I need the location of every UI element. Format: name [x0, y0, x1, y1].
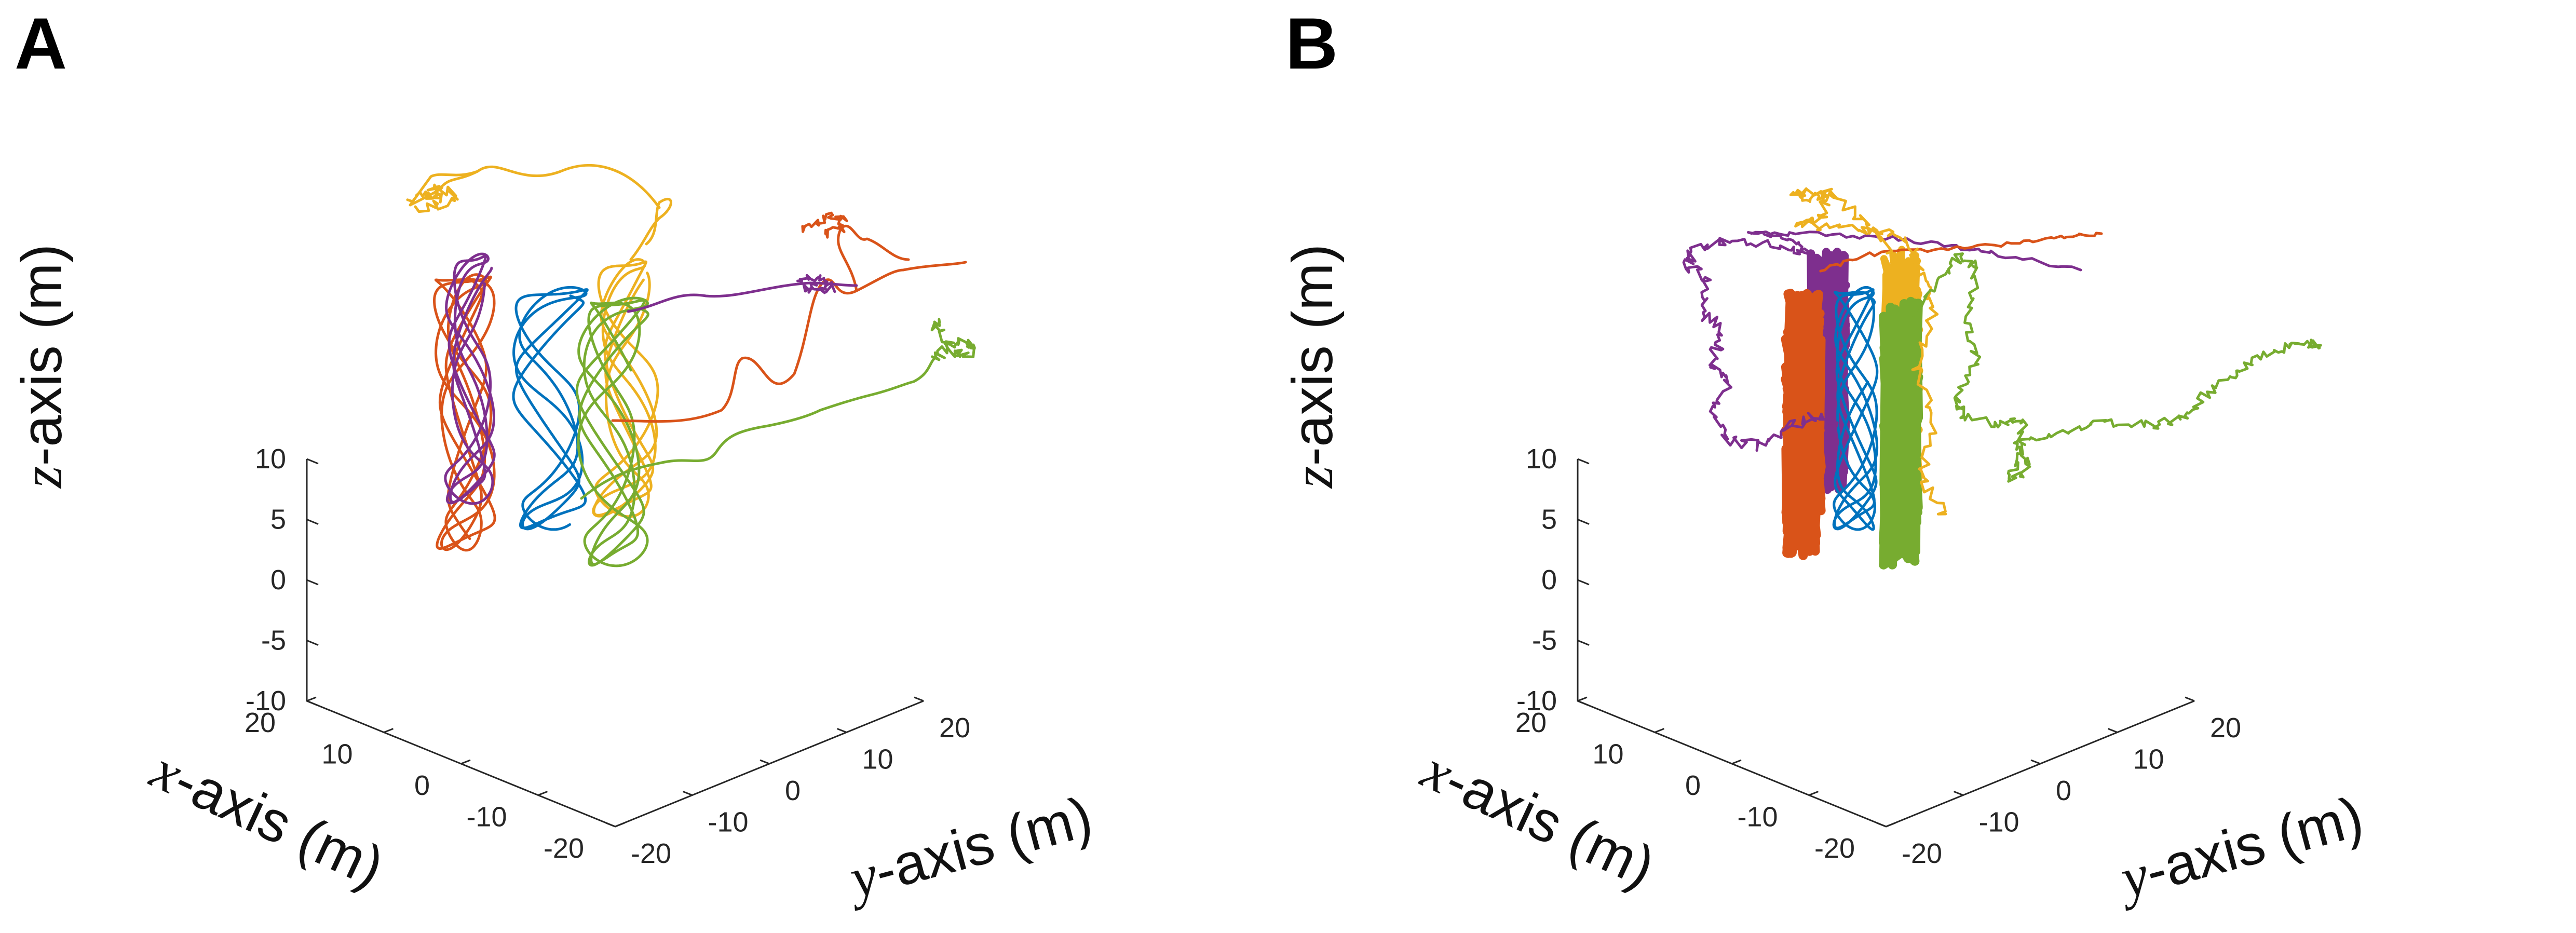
series-green-escape	[580, 357, 936, 500]
z-tick	[306, 700, 319, 707]
y-tick	[1953, 791, 1964, 796]
series-green-column	[1879, 296, 1923, 570]
series-yellow	[592, 258, 659, 518]
series-orange-blob	[801, 211, 848, 239]
z-axis-label: z-axis (m)	[10, 244, 74, 490]
y-tick-label: -20	[631, 838, 671, 869]
z-tick	[1577, 519, 1590, 525]
series-yellow-blob	[406, 183, 459, 213]
series-green-escape	[1911, 252, 2322, 483]
x-tick	[460, 759, 471, 765]
series-yellow-escape	[409, 164, 672, 261]
z-tick	[306, 519, 319, 525]
x-tick-label: -20	[1814, 833, 1855, 864]
trajectories	[1682, 187, 2322, 570]
y-tick-label: 0	[785, 775, 801, 806]
series-blue	[512, 286, 589, 531]
z-tick	[1577, 579, 1590, 586]
y-tick	[682, 791, 693, 796]
series-purple-blob	[796, 274, 836, 294]
series-orange-escape	[611, 224, 967, 423]
y-tick	[2185, 696, 2195, 702]
y-tick-label: 20	[2210, 712, 2241, 743]
y-tick-label: -10	[708, 807, 749, 838]
y-tick-label: 0	[2056, 775, 2071, 806]
z-tick	[306, 579, 319, 586]
panel-label: B	[1285, 3, 1338, 84]
z-tick-label: -10	[1516, 685, 1557, 716]
y-tick-label: -20	[1902, 838, 1942, 869]
x-tick	[615, 822, 625, 828]
y-tick	[914, 696, 924, 702]
x-tick	[537, 791, 548, 796]
x-tick-label: 0	[1685, 770, 1701, 801]
trajectories	[406, 164, 976, 567]
x-tick-label: -10	[1737, 802, 1778, 833]
z-axis-label: z-axis (m)	[1281, 244, 1345, 490]
y-axis-label: y-axis (m)	[2109, 785, 2370, 912]
series-yellow-escape	[1789, 187, 1947, 516]
y-tick-label: 10	[862, 744, 893, 775]
z-tick	[306, 640, 319, 646]
x-tick-label: 20	[245, 707, 276, 738]
x-tick	[1808, 791, 1819, 796]
x-tick	[1731, 759, 1742, 765]
series-green-blob	[930, 318, 976, 361]
x-tick	[383, 728, 394, 733]
x-tick-label: -10	[466, 802, 507, 833]
x-tick	[1886, 822, 1896, 828]
z-tick-label: -5	[1532, 625, 1557, 656]
z-tick	[1577, 640, 1590, 646]
x-tick	[1654, 728, 1665, 733]
x-tick	[306, 696, 317, 702]
z-tick-label: 10	[255, 443, 286, 475]
z-tick	[1577, 700, 1590, 707]
series-orange-column	[1781, 289, 1826, 560]
x-axis-label: x-axis (m)	[1412, 737, 1664, 900]
x-tick-label: 0	[414, 770, 430, 801]
series-green	[575, 296, 649, 567]
x-tick-label: 20	[1515, 707, 1547, 738]
y-tick-label: 20	[939, 712, 970, 743]
y-tick	[1876, 822, 1887, 828]
x-tick-label: -20	[544, 833, 584, 864]
x-tick-label: 10	[1592, 739, 1623, 770]
series-blue	[1832, 286, 1879, 531]
y-tick	[605, 822, 616, 828]
x-tick	[1577, 696, 1588, 702]
z-tick	[1577, 458, 1590, 465]
y-tick-label: 10	[2133, 744, 2164, 775]
z-tick-label: 10	[1526, 443, 1557, 475]
z-tick-label: 0	[270, 564, 286, 596]
y-tick	[836, 728, 847, 733]
series-purple	[444, 252, 496, 505]
z-tick-label: 0	[1541, 564, 1557, 596]
y-axis-label: y-axis (m)	[838, 785, 1099, 912]
z-tick-label: -5	[261, 625, 286, 656]
y-tick-label: -10	[1979, 807, 2019, 838]
series-orange-escape	[1819, 232, 2103, 273]
y-tick	[2030, 759, 2041, 765]
series-purple-escape	[1746, 231, 2082, 272]
x-axis-label: x-axis (m)	[141, 737, 394, 900]
y-tick	[2107, 728, 2118, 733]
z-tick	[306, 458, 319, 465]
z-tick-label: 5	[270, 504, 286, 535]
panel-label: A	[15, 3, 67, 84]
z-tick-label: 5	[1541, 504, 1557, 535]
x-tick-label: 10	[321, 739, 352, 770]
series-orange	[433, 273, 496, 552]
series-purple-walk	[1682, 237, 1839, 452]
y-tick	[760, 759, 770, 765]
z-tick-label: -10	[246, 685, 286, 716]
